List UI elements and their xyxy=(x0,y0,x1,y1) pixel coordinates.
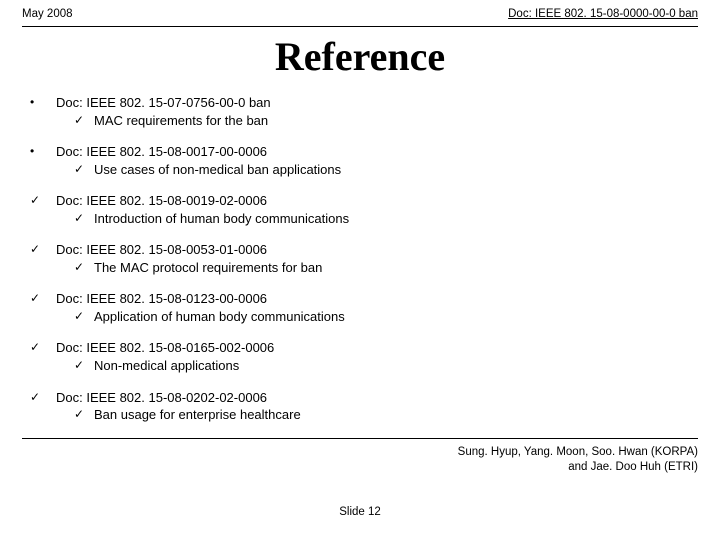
reference-list: •Doc: IEEE 802. 15-07-0756-00-0 ban✓MAC … xyxy=(0,94,720,424)
reference-item: ✓Doc: IEEE 802. 15-08-0123-00-0006✓Appli… xyxy=(30,290,692,325)
reference-desc: The MAC protocol requirements for ban xyxy=(94,259,692,277)
reference-doc: Doc: IEEE 802. 15-08-0019-02-0006 xyxy=(56,192,692,210)
footer-authors: Sung. Hyup, Yang. Moon, Soo. Hwan (KORPA… xyxy=(458,445,698,475)
check-icon: ✓ xyxy=(30,290,56,306)
reference-desc: MAC requirements for the ban xyxy=(94,112,692,130)
check-icon: ✓ xyxy=(74,161,94,177)
check-icon: ✓ xyxy=(30,339,56,355)
slide-footer: Sung. Hyup, Yang. Moon, Soo. Hwan (KORPA… xyxy=(0,439,720,475)
header-docref: Doc: IEEE 802. 15-08-0000-00-0 ban xyxy=(508,8,698,20)
reference-item: ✓Doc: IEEE 802. 15-08-0053-01-0006✓The M… xyxy=(30,241,692,276)
reference-doc: Doc: IEEE 802. 15-08-0202-02-0006 xyxy=(56,389,692,407)
check-icon: ✓ xyxy=(74,112,94,128)
reference-desc: Introduction of human body communication… xyxy=(94,210,692,228)
check-icon: ✓ xyxy=(30,389,56,405)
check-icon: ✓ xyxy=(74,357,94,373)
footer-slide-number: Slide 12 xyxy=(339,506,381,518)
reference-doc: Doc: IEEE 802. 15-08-0017-00-0006 xyxy=(56,143,692,161)
slide-title: Reference xyxy=(0,33,720,80)
reference-item: •Doc: IEEE 802. 15-08-0017-00-0006✓Use c… xyxy=(30,143,692,178)
reference-desc: Ban usage for enterprise healthcare xyxy=(94,406,692,424)
bullet-icon: • xyxy=(30,94,56,110)
header-rule xyxy=(22,26,698,27)
reference-doc: Doc: IEEE 802. 15-07-0756-00-0 ban xyxy=(56,94,692,112)
check-icon: ✓ xyxy=(74,308,94,324)
footer-authors-line2: and Jae. Doo Huh (ETRI) xyxy=(458,460,698,475)
reference-item: •Doc: IEEE 802. 15-07-0756-00-0 ban✓MAC … xyxy=(30,94,692,129)
bullet-icon: • xyxy=(30,143,56,159)
reference-doc: Doc: IEEE 802. 15-08-0053-01-0006 xyxy=(56,241,692,259)
check-icon: ✓ xyxy=(30,241,56,257)
reference-item: ✓Doc: IEEE 802. 15-08-0202-02-0006✓Ban u… xyxy=(30,389,692,424)
check-icon: ✓ xyxy=(74,406,94,422)
reference-doc: Doc: IEEE 802. 15-08-0123-00-0006 xyxy=(56,290,692,308)
check-icon: ✓ xyxy=(74,259,94,275)
footer-authors-line1: Sung. Hyup, Yang. Moon, Soo. Hwan (KORPA… xyxy=(458,445,698,460)
check-icon: ✓ xyxy=(30,192,56,208)
reference-doc: Doc: IEEE 802. 15-08-0165-002-0006 xyxy=(56,339,692,357)
reference-item: ✓Doc: IEEE 802. 15-08-0019-02-0006✓Intro… xyxy=(30,192,692,227)
reference-desc: Application of human body communications xyxy=(94,308,692,326)
reference-desc: Use cases of non-medical ban application… xyxy=(94,161,692,179)
slide-header: May 2008 Doc: IEEE 802. 15-08-0000-00-0 … xyxy=(0,0,720,24)
header-date: May 2008 xyxy=(22,8,73,20)
reference-desc: Non-medical applications xyxy=(94,357,692,375)
check-icon: ✓ xyxy=(74,210,94,226)
reference-item: ✓Doc: IEEE 802. 15-08-0165-002-0006✓Non-… xyxy=(30,339,692,374)
